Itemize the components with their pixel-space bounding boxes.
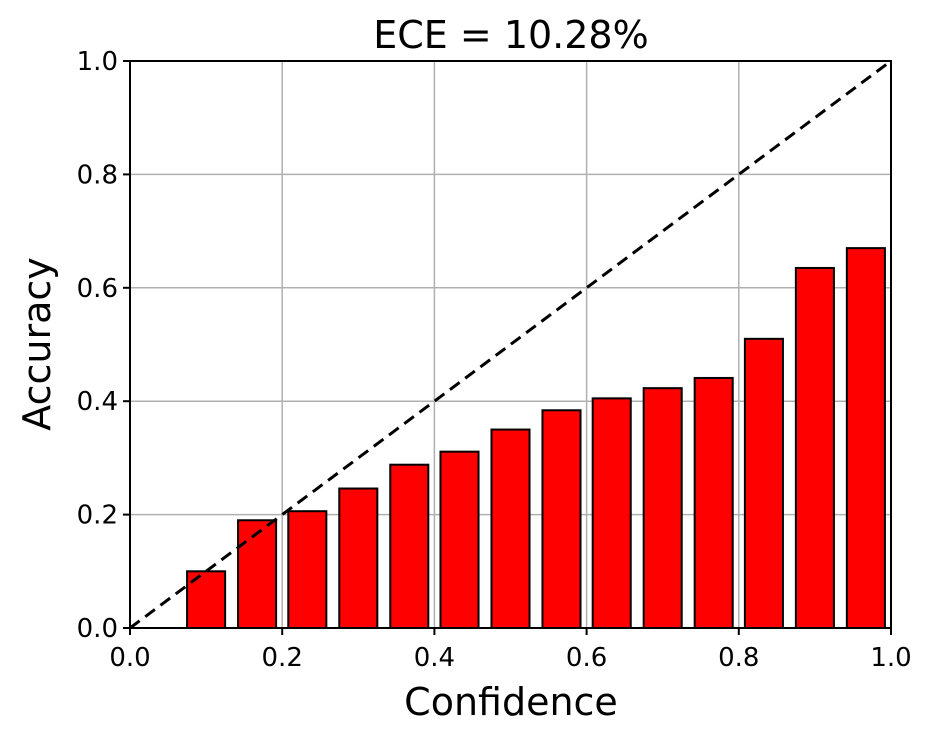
bar-4 <box>389 463 430 630</box>
y-tick-label-3: 0.6 <box>77 274 118 304</box>
bar-3 <box>338 487 379 629</box>
bar-1 <box>237 519 278 630</box>
y-axis: 0.0 0.2 0.4 0.6 0.8 1.0 <box>77 47 130 644</box>
plot-frame <box>129 60 892 629</box>
y-tick-label-2: 0.4 <box>77 387 118 417</box>
bar-10 <box>693 376 734 629</box>
y-axis-title: Accuracy <box>15 257 59 431</box>
x-tick-label-2: 0.4 <box>414 643 455 673</box>
bar-5 <box>439 450 480 629</box>
perfect-calibration-line <box>129 59 892 630</box>
chart-title: ECE = 10.28% <box>373 13 648 57</box>
x-tick-label-0: 0.0 <box>109 643 150 673</box>
y-tick-label-5: 1.0 <box>77 47 118 77</box>
bar-9 <box>642 387 683 629</box>
bar-8 <box>591 397 632 629</box>
x-tick-label-4: 0.8 <box>718 643 759 673</box>
bar-11 <box>743 337 784 629</box>
x-tick-label-5: 1.0 <box>870 643 911 673</box>
x-axis-title: Confidence <box>404 680 618 724</box>
y-tick-label-4: 0.8 <box>77 160 118 190</box>
y-tick-label-1: 0.2 <box>77 501 118 531</box>
x-axis: 0.0 0.2 0.4 0.6 0.8 1.0 <box>109 628 912 673</box>
bar-2 <box>287 510 328 629</box>
x-tick-label-3: 0.6 <box>566 643 607 673</box>
bar-12 <box>794 266 835 629</box>
bars <box>186 247 886 630</box>
y-tick-label-0: 0.0 <box>77 614 118 644</box>
bar-6 <box>490 428 531 629</box>
x-tick-label-1: 0.2 <box>262 643 303 673</box>
bar-7 <box>541 409 582 629</box>
bar-13 <box>845 247 886 630</box>
